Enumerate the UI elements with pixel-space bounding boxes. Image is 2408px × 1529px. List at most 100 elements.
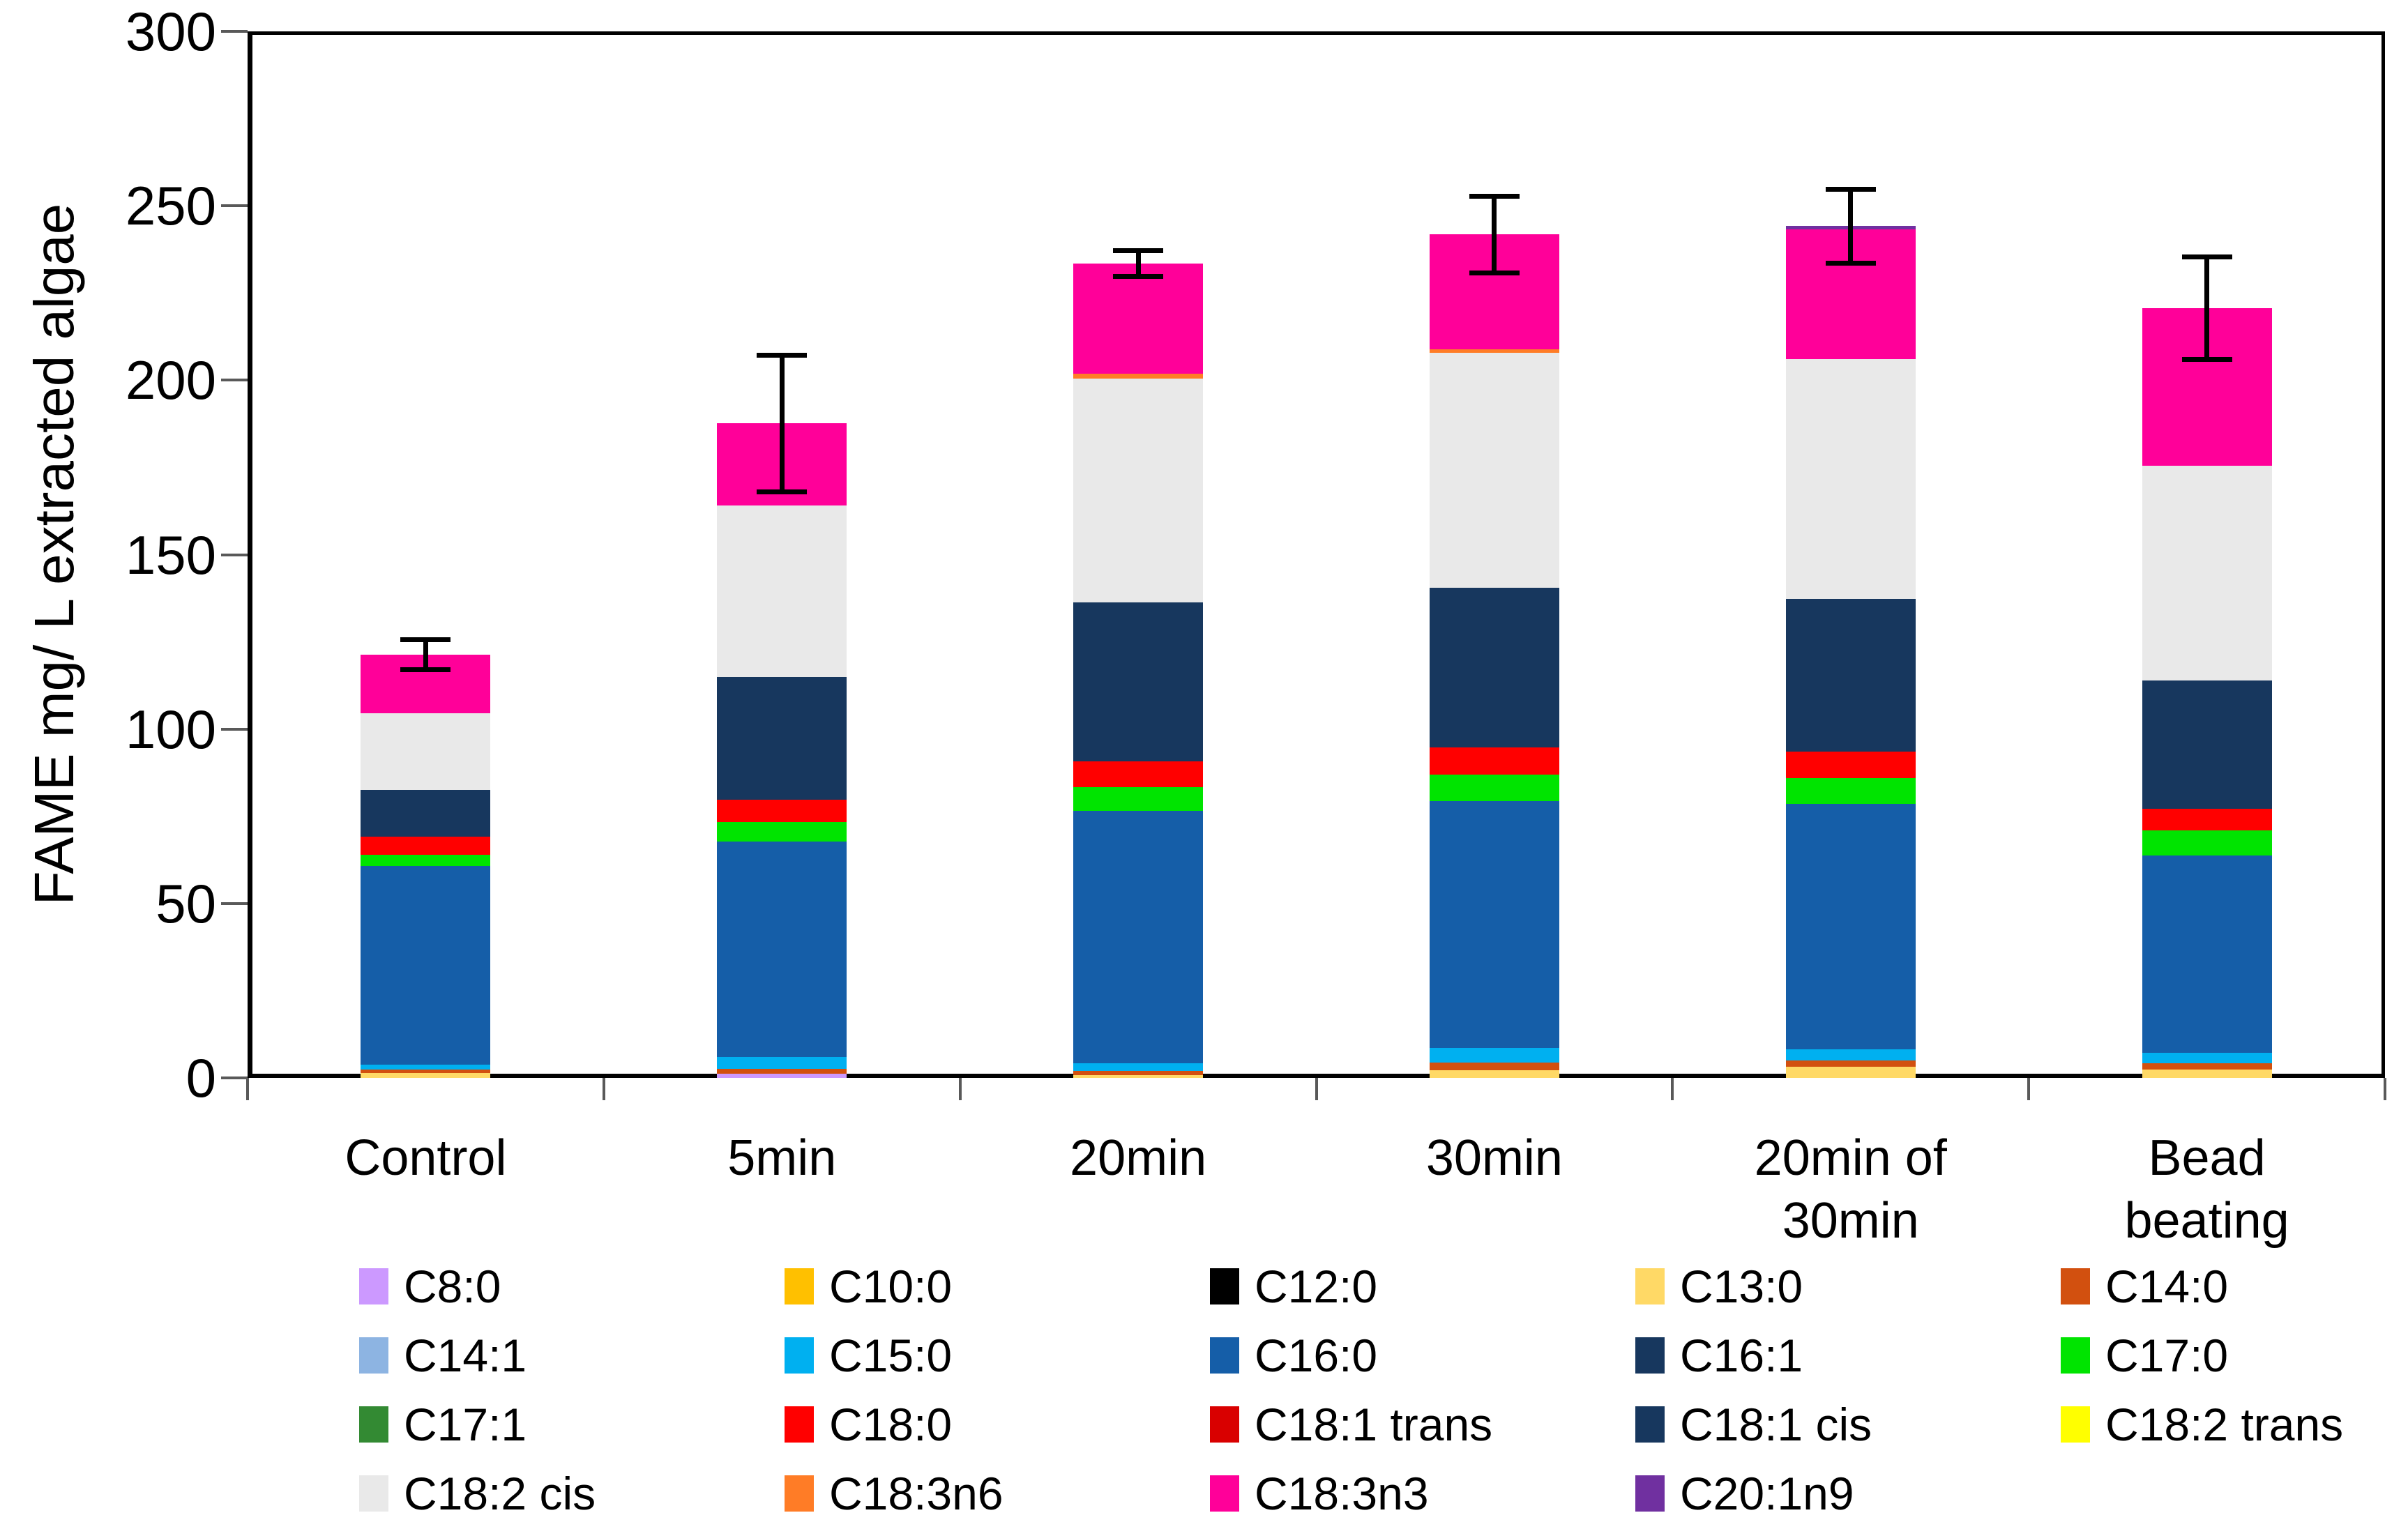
- bar-segment-c18-0: [1429, 747, 1559, 775]
- x-category-label: 20min: [1070, 1130, 1207, 1186]
- x-category-label: Control: [344, 1130, 507, 1186]
- bar-segment-c13-0: [2142, 1070, 2272, 1078]
- bar-segment-c17-0: [1073, 786, 1204, 812]
- error-bar: [1825, 187, 1876, 192]
- legend-label: C18:0: [829, 1399, 953, 1450]
- legend-label: C10:0: [829, 1261, 953, 1312]
- bar-segment-c18-0: [1785, 751, 1916, 779]
- bar-segment-c13-0: [361, 1072, 491, 1078]
- y-tick-mark: [221, 379, 248, 382]
- error-bar: [1135, 250, 1141, 277]
- error-bar: [1469, 271, 1520, 276]
- bar-segment-c16-0: [1785, 804, 1916, 1049]
- legend-item-c18-1-trans: C18:1 trans: [1210, 1401, 1492, 1447]
- x-category-label: 5min: [727, 1130, 837, 1186]
- error-bar: [400, 637, 451, 643]
- legend-label: C14:1: [404, 1330, 527, 1381]
- legend-swatch: [359, 1268, 388, 1304]
- y-tick-label: 100: [125, 698, 216, 760]
- legend-label: C20:1n9: [1680, 1468, 1854, 1519]
- y-tick-mark: [221, 1077, 248, 1079]
- bar-segment-c13-0: [1785, 1066, 1916, 1078]
- y-tick-mark: [221, 727, 248, 731]
- bar-segment-c14-0: [2142, 1063, 2272, 1070]
- bar-segment-c18-1-cis: [1785, 599, 1916, 752]
- y-tick-mark: [221, 553, 248, 556]
- error-bar: [1113, 274, 1164, 280]
- x-category-label: 30min: [1425, 1130, 1563, 1186]
- legend-item-c18-3n6: C18:3n6: [785, 1470, 1004, 1516]
- bar-segment-c8-0: [717, 1073, 847, 1078]
- legend-item-c14-1: C14:1: [359, 1332, 527, 1378]
- legend-swatch: [2061, 1337, 2090, 1374]
- bar-segment-c18-2-cis: [2142, 465, 2272, 680]
- y-tick-mark: [221, 30, 248, 33]
- legend-item-c8-0: C8:0: [359, 1263, 501, 1309]
- error-bar: [1469, 194, 1520, 199]
- legend-swatch: [1210, 1268, 1239, 1304]
- bar-segment-c18-0: [2142, 808, 2272, 831]
- bar-segment-c17-0: [361, 855, 491, 866]
- bar-segment-c15-0: [361, 1064, 491, 1070]
- error-bar: [2181, 254, 2232, 260]
- error-bar: [2204, 257, 2210, 360]
- bar-segment-c15-0: [717, 1057, 847, 1069]
- bar-segment-c16-0: [2142, 855, 2272, 1053]
- legend-item-c15-0: C15:0: [785, 1332, 952, 1378]
- legend-swatch: [1210, 1337, 1239, 1374]
- legend-item-c18-0: C18:0: [785, 1401, 952, 1447]
- y-tick-label: 0: [185, 1047, 216, 1109]
- y-tick-mark: [221, 204, 248, 208]
- legend-swatch: [1635, 1268, 1665, 1304]
- bar-segment-c18-1-cis: [1073, 602, 1204, 761]
- bar-segment-c18-2-cis: [1429, 353, 1559, 588]
- bar-segment-c16-0: [1073, 811, 1204, 1063]
- error-bar: [757, 353, 808, 358]
- error-bar: [1848, 189, 1854, 264]
- bar-segment-c17-0: [717, 821, 847, 842]
- legend-swatch: [785, 1475, 814, 1512]
- bar-segment-c15-0: [1073, 1063, 1204, 1072]
- x-tick-mark: [1315, 1078, 1318, 1100]
- bar-segment-c18-2-cis: [1785, 359, 1916, 600]
- y-tick-label: 200: [125, 349, 216, 411]
- legend-swatch: [1635, 1406, 1665, 1443]
- legend-label: C17:1: [404, 1399, 527, 1450]
- x-tick-mark: [958, 1078, 962, 1100]
- legend-label: C17:0: [2105, 1330, 2229, 1381]
- legend-item-c14-0: C14:0: [2061, 1263, 2228, 1309]
- bar-segment-c17-0: [1429, 774, 1559, 802]
- bar-segment-c18-3n6: [1429, 349, 1559, 353]
- legend-label: C8:0: [404, 1261, 501, 1312]
- error-bar: [423, 639, 428, 670]
- bar-segment-c18-3n3: [1073, 263, 1204, 374]
- bar-segment-c17-0: [1785, 778, 1916, 805]
- plot-area: [248, 31, 2385, 1078]
- legend-swatch: [785, 1268, 814, 1304]
- error-bar: [757, 489, 808, 495]
- legend-swatch: [1635, 1337, 1665, 1374]
- legend-swatch: [1210, 1475, 1239, 1512]
- y-tick-mark: [221, 902, 248, 905]
- bar-segment-c18-2-cis: [1073, 378, 1204, 602]
- y-tick-label: 50: [156, 872, 216, 934]
- bar-segment-c18-1-cis: [2142, 680, 2272, 809]
- legend-swatch: [2061, 1406, 2090, 1443]
- error-bar: [2181, 357, 2232, 363]
- legend-item-c18-2-trans: C18:2 trans: [2061, 1401, 2343, 1447]
- legend-item-c16-1: C16:1: [1635, 1332, 1803, 1378]
- legend-item-c20-1n9: C20:1n9: [1635, 1470, 1854, 1516]
- bar-segment-c14-0: [361, 1069, 491, 1073]
- bar-segment-c17-0: [2142, 830, 2272, 856]
- legend-item-c12-0: C12:0: [1210, 1263, 1377, 1309]
- bar-segment-c18-1-cis: [1429, 587, 1559, 747]
- bar-segment-c14-0: [1073, 1071, 1204, 1075]
- x-tick-mark: [1671, 1078, 1674, 1100]
- bar-segment-c13-0: [1073, 1074, 1204, 1078]
- error-bar: [779, 355, 785, 492]
- y-tick-label: 250: [125, 175, 216, 237]
- legend-label: C16:1: [1680, 1330, 1803, 1381]
- legend-swatch: [1210, 1406, 1239, 1443]
- bar-segment-c18-0: [361, 836, 491, 855]
